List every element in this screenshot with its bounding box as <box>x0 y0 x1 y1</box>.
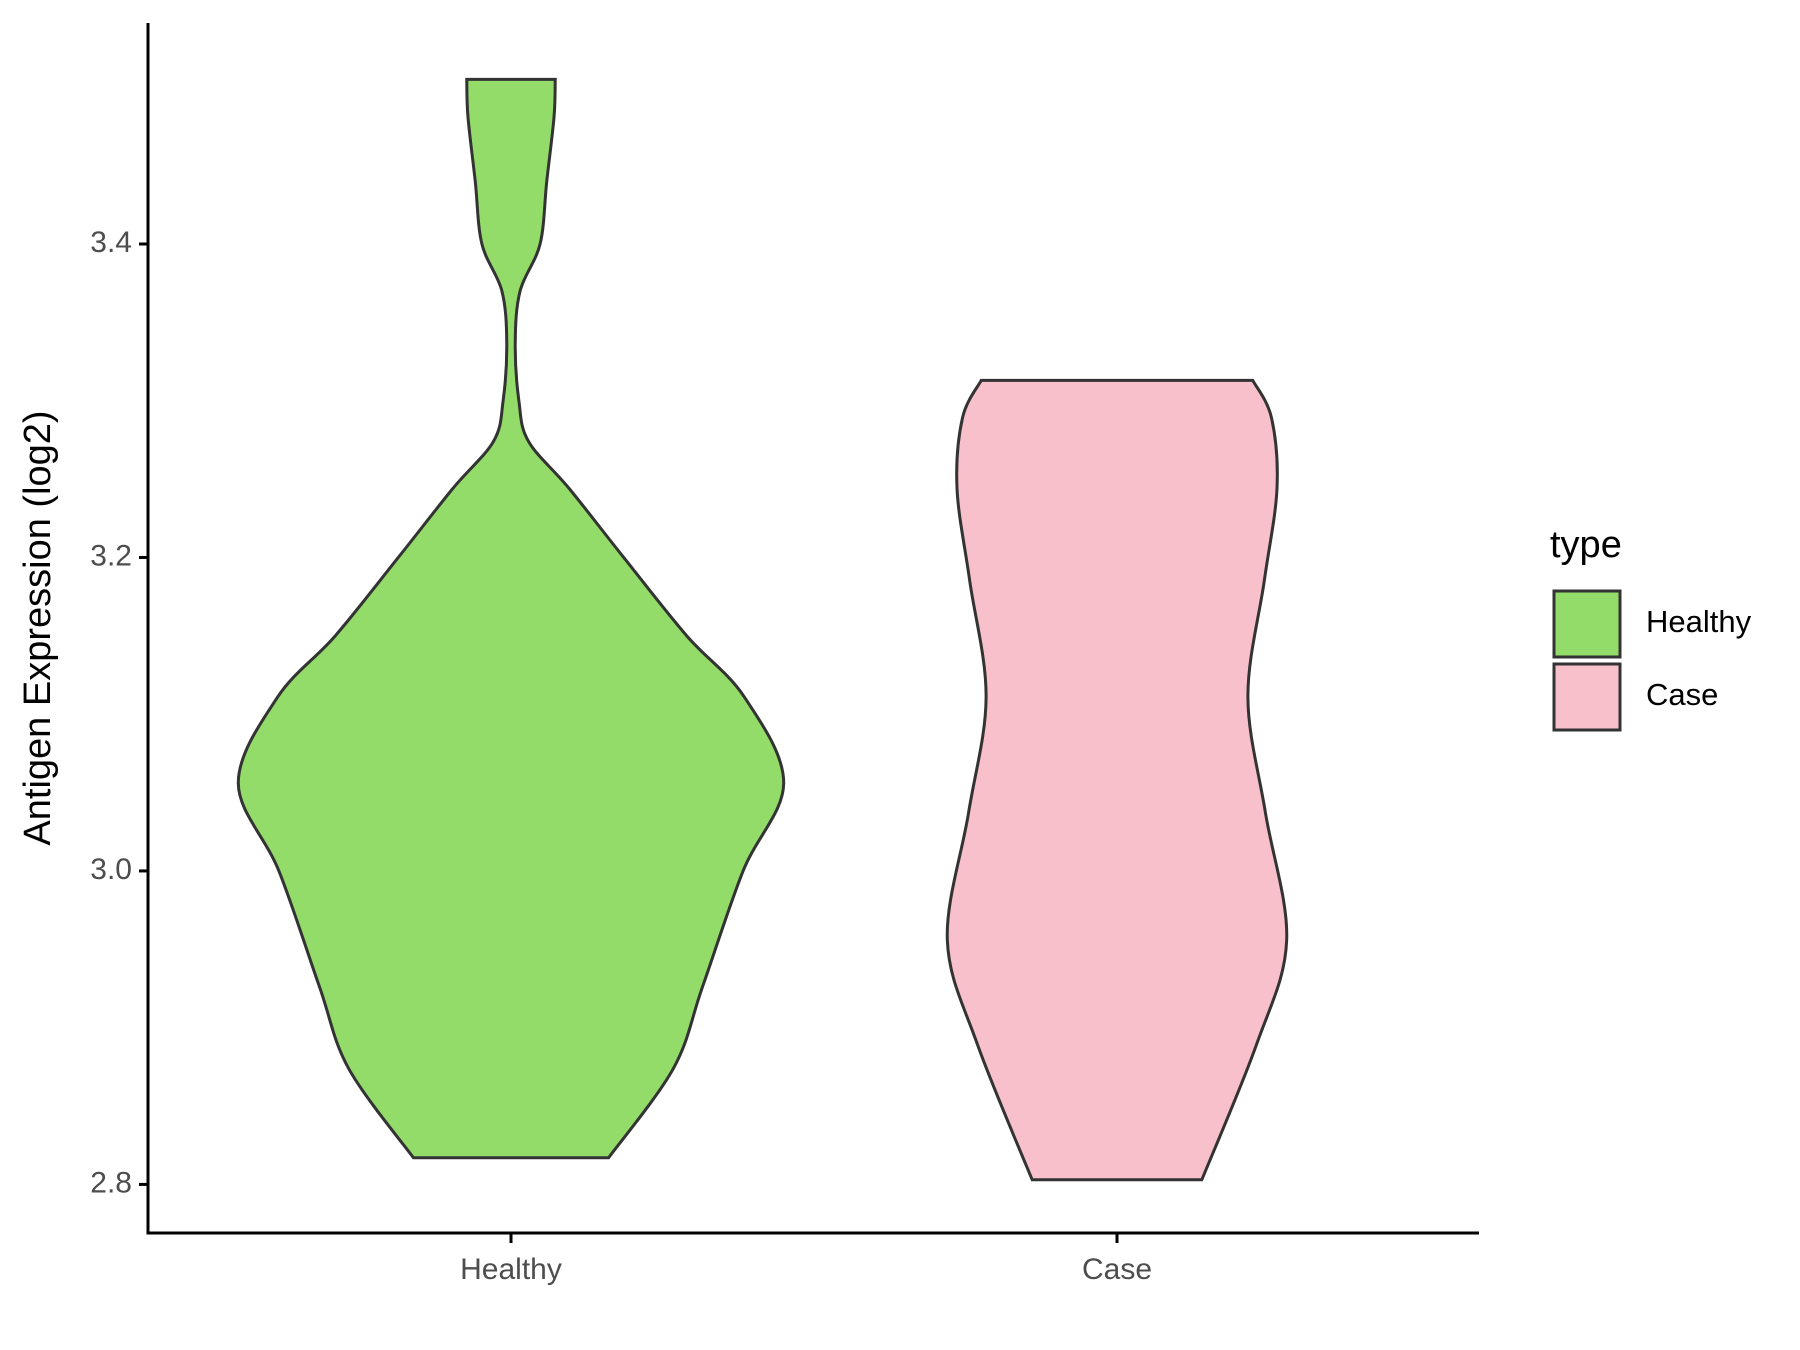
x-tick-label: Case <box>1082 1253 1152 1286</box>
legend-title: type <box>1550 524 1622 566</box>
y-tick-label: 3.0 <box>90 853 132 886</box>
violin <box>236 77 786 1160</box>
y-tick-label: 3.2 <box>90 539 132 572</box>
y-axis-title: Antigen Expression (log2) <box>17 410 59 845</box>
legend-key <box>1552 662 1622 732</box>
violin <box>945 378 1289 1182</box>
legend-label: Case <box>1646 677 1718 712</box>
legend-key <box>1552 589 1622 659</box>
x-tick-label: Healthy <box>460 1253 562 1286</box>
y-tick-label: 2.8 <box>90 1166 132 1199</box>
legend-label: Healthy <box>1646 604 1752 639</box>
y-tick-label: 3.4 <box>90 226 132 259</box>
